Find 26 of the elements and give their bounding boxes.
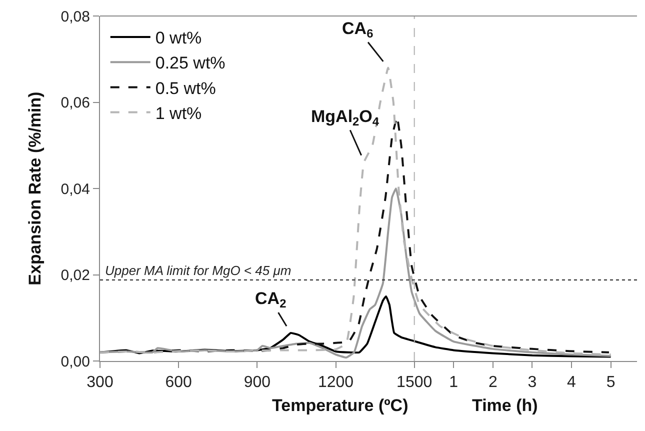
y-tick-label: 0,06: [60, 94, 90, 112]
x2-tick-label: 3: [528, 374, 537, 392]
x-tick-label: 1200: [318, 374, 354, 392]
x2-tick-label: 5: [606, 374, 616, 392]
y-axis-title: Expansion Rate (%/min): [25, 92, 44, 286]
legend-label: 1 wt%: [155, 104, 202, 123]
x2-tick-label: 1: [449, 374, 458, 392]
x-tick-label: 900: [244, 374, 271, 392]
y-tick-label: 0,08: [60, 8, 90, 26]
x2-tick-label: 4: [567, 374, 576, 392]
x-tick-label: 1500: [396, 374, 432, 392]
y-tick-label: 0,04: [60, 180, 90, 198]
legend-label: 0.5 wt%: [155, 78, 216, 98]
annotation: MgAl$_{2}$O$_{4}$: [311, 107, 380, 129]
annotation: CA$_{6}$: [342, 19, 374, 41]
x2-tick-label: 2: [488, 374, 498, 392]
x2-axis-title: Time (h): [472, 396, 538, 415]
annotation: CA$_{2}$: [255, 289, 287, 311]
y-tick-label: 0,02: [60, 267, 90, 284]
legend-label: 0.25 wt%: [155, 54, 226, 73]
y-tick-label: 0,00: [60, 353, 90, 370]
legend-label: 0 wt%: [155, 28, 202, 48]
x-tick-label: 300: [86, 374, 114, 392]
x-tick-label: 600: [165, 374, 192, 392]
ref-line-label: Upper MA limit for MgO < 45 μm: [105, 263, 292, 278]
x-axis-title: Temperature (ºC): [272, 396, 408, 415]
